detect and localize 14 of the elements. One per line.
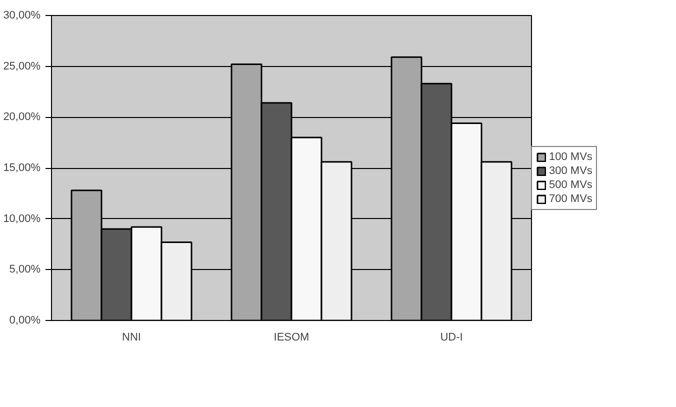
legend-label: 300 MVs [549,165,592,177]
y-tick-label: 0,00% [9,314,41,326]
y-tick-label: 20,00% [3,111,41,124]
y-tick-label: 30,00% [3,10,41,22]
legend-label: 100 MVs [549,151,592,163]
y-tick-label: 5,00% [9,264,41,276]
x-tick-label: NNI [122,332,141,344]
x-tick-label: IESOM [274,332,310,344]
y-tick-label: 25,00% [3,60,41,72]
x-tick-label: UD-I [440,332,463,344]
legend-label: 500 MVs [549,179,592,191]
y-tick-label: 10,00% [3,212,41,225]
legend-label: 700 MVs [549,193,592,205]
y-tick-label: 15,00% [3,162,41,174]
